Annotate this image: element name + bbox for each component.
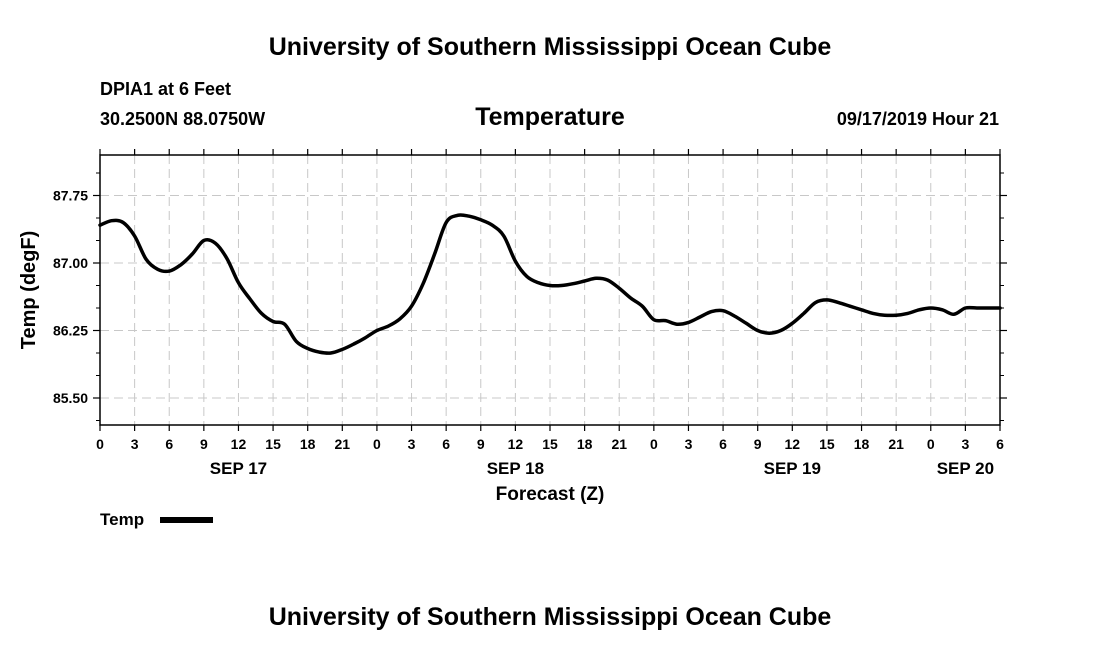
- x-tick-label: 15: [542, 436, 558, 452]
- y-axis-ticks: 85.50 86.25 87.00 87.75: [53, 172, 1007, 421]
- y-tick-label: 87.75: [53, 188, 88, 204]
- footer-title: University of Southern Mississippi Ocean…: [269, 603, 832, 631]
- x-tick-label: 9: [200, 436, 208, 452]
- x-tick-label: 9: [754, 436, 762, 452]
- x-tick-label: 12: [231, 436, 247, 452]
- x-tick-label: 15: [265, 436, 281, 452]
- chart-title: Temperature: [475, 103, 625, 131]
- datetime-label: 09/17/2019 Hour 21: [837, 109, 999, 129]
- x-tick-label: 6: [165, 436, 173, 452]
- x-tick-label: 0: [927, 436, 935, 452]
- legend: Temp: [100, 510, 213, 529]
- x-tick-label: 6: [996, 436, 1004, 452]
- y-tick-label: 87.00: [53, 255, 88, 271]
- x-axis-date-labels: SEP 17 SEP 18 SEP 19 SEP 20: [210, 459, 994, 478]
- x-tick-label: 21: [335, 436, 351, 452]
- x-tick-label: 12: [785, 436, 801, 452]
- x-tick-label: 0: [96, 436, 104, 452]
- x-tick-label: 9: [477, 436, 485, 452]
- station-label: DPIA1 at 6 Feet: [100, 79, 231, 99]
- x-date-label: SEP 18: [487, 459, 544, 478]
- x-tick-label: 3: [408, 436, 416, 452]
- legend-label-temp: Temp: [100, 510, 144, 529]
- x-tick-label: 18: [854, 436, 870, 452]
- plot-frame: [99, 154, 1001, 426]
- x-date-label: SEP 20: [937, 459, 994, 478]
- x-tick-label: 6: [442, 436, 450, 452]
- location-label: 30.2500N 88.0750W: [100, 109, 265, 129]
- x-tick-label: 0: [650, 436, 658, 452]
- x-axis-ticks: 0 3 6 9 12 15 18 21 0 3 6 9 12 15 18 21 0 3 6 9 12 15 18 21 0 3 6: [96, 149, 1004, 452]
- gridlines: [99, 155, 1001, 425]
- x-tick-label: 12: [508, 436, 524, 452]
- y-tick-label: 86.25: [53, 323, 88, 339]
- x-tick-label: 15: [819, 436, 835, 452]
- page-title: University of Southern Mississippi Ocean…: [269, 33, 832, 61]
- x-tick-label: 18: [300, 436, 316, 452]
- x-tick-label: 0: [373, 436, 381, 452]
- x-date-label: SEP 17: [210, 459, 267, 478]
- y-tick-label: 85.50: [53, 390, 88, 406]
- x-date-label: SEP 19: [764, 459, 821, 478]
- x-tick-label: 18: [577, 436, 593, 452]
- x-tick-label: 21: [888, 436, 904, 452]
- x-tick-label: 3: [685, 436, 693, 452]
- series-line-temp: [98, 213, 1002, 355]
- y-axis-label: Temp (degF): [18, 231, 40, 350]
- x-axis-label: Forecast (Z): [496, 484, 605, 505]
- x-tick-label: 3: [961, 436, 969, 452]
- x-tick-label: 21: [611, 436, 627, 452]
- x-tick-label: 6: [719, 436, 727, 452]
- x-tick-label: 3: [131, 436, 139, 452]
